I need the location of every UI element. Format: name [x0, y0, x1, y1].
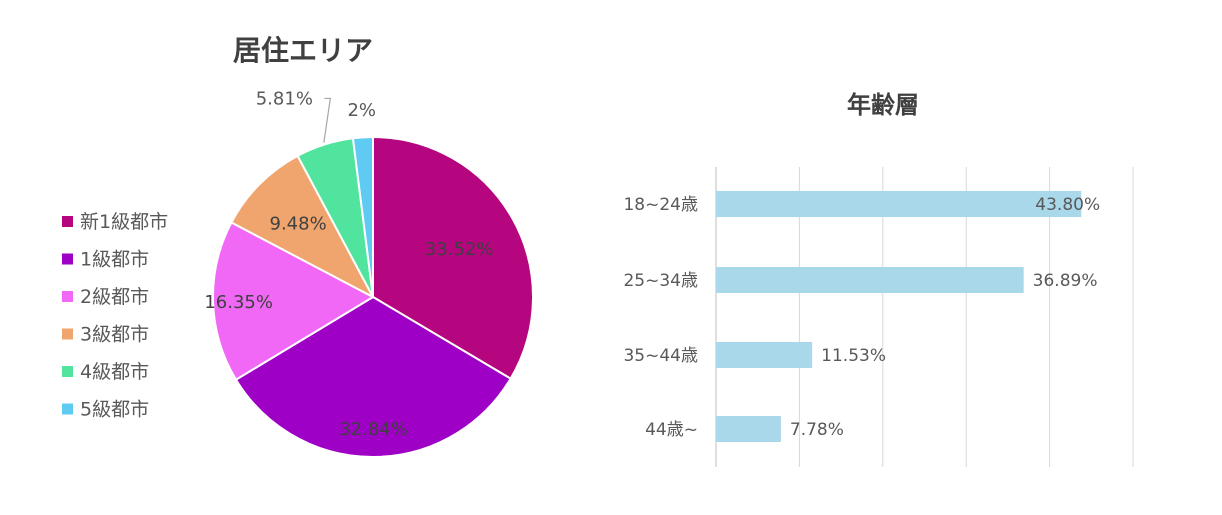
legend-item-label: 2級都市: [80, 286, 149, 308]
legend-swatch: [62, 253, 73, 265]
bar: [716, 416, 781, 442]
bar: [716, 267, 1024, 293]
pie-data-label: 33.52%: [425, 239, 494, 260]
legend-item-label: 新1級都市: [80, 211, 168, 233]
pie-slice: [234, 295, 512, 458]
pie-slice: [230, 154, 376, 300]
legend-swatch: [62, 328, 73, 340]
pie-slice: [372, 135, 534, 380]
pie-data-label: 32.84%: [339, 419, 408, 440]
pie-slice: [351, 135, 374, 298]
bar-category-label: 18~24歳: [623, 195, 698, 215]
pie-legend: 新1級都市 1級都市 2級都市 3級都市 4級都市 5級都市: [62, 211, 168, 421]
bar-data-label: 43.80%: [1035, 195, 1100, 215]
legend-swatch: [62, 216, 73, 227]
bar: [716, 342, 813, 368]
bar-category-labels: 18~24歳 25~34歳 35~44歳 44歳~: [623, 195, 698, 440]
bar-data-labels: 43.80% 36.89% 11.53% 7.78%: [790, 195, 1100, 440]
bar-category-label: 44歳~: [645, 420, 698, 440]
legend-item-label: 5級都市: [80, 399, 149, 421]
bar: [716, 191, 1082, 217]
bar-chart-area: 年齢層 18~24歳 25~34歳 35~44歳 44歳~ 43.80% 36.89% 1…: [623, 91, 1134, 467]
pie-chart-title: 居住エリア: [233, 34, 373, 67]
bar-category-label: 35~44歳: [623, 346, 698, 366]
pie-data-label: 5.81%: [256, 88, 313, 109]
bar-data-label: 7.78%: [790, 420, 844, 440]
pie-data-label: 2%: [347, 100, 376, 121]
pie-chart-area: 居住エリア 33.52% 32.84% 16.35% 9.48% 5.81% 2% 新1級…: [62, 34, 534, 458]
legend-item-label: 1級都市: [80, 249, 149, 271]
bar-category-label: 25~34歳: [623, 271, 698, 291]
pie-data-label: 9.48%: [270, 214, 327, 235]
legend-item-label: 3級都市: [80, 324, 149, 346]
pie-slices: [212, 135, 534, 458]
bar-data-label: 11.53%: [821, 346, 886, 366]
bar-bars: [716, 191, 1082, 442]
pie-data-labels: 33.52% 32.84% 16.35% 9.48% 5.81% 2%: [204, 88, 493, 440]
legend-swatch: [62, 403, 73, 415]
bar-data-label: 36.89%: [1033, 271, 1098, 291]
pie-leader-line: [323, 97, 332, 143]
legend-item-label: 4級都市: [80, 361, 149, 383]
legend-swatch: [62, 291, 73, 302]
bar-chart-title: 年齢層: [847, 91, 919, 119]
pie-slice: [212, 221, 376, 382]
legend-swatch: [62, 366, 73, 377]
pie-data-label: 16.35%: [204, 292, 273, 313]
